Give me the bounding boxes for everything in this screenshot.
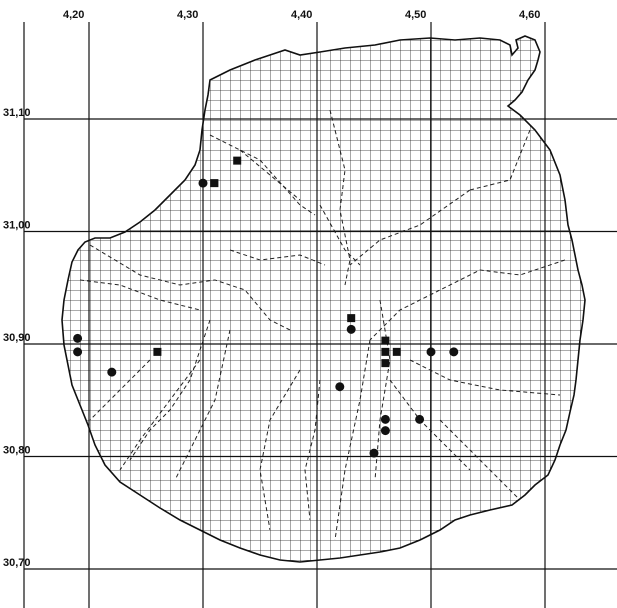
- drainage-line: [229, 249, 326, 266]
- drainage-line: [334, 339, 371, 541]
- circle-marker: [380, 426, 390, 436]
- y-label: 30,90: [3, 332, 31, 344]
- island-outline: [61, 35, 586, 563]
- x-label: 4,30: [177, 9, 198, 21]
- drainage-line: [89, 359, 151, 421]
- drainage-line: [409, 359, 561, 396]
- drainage-line: [319, 204, 361, 266]
- drainage-line: [89, 244, 291, 331]
- square-marker: [153, 347, 162, 356]
- drainage-line: [119, 359, 201, 471]
- square-marker: [210, 179, 219, 188]
- drainage-line: [129, 319, 211, 461]
- drainage-line: [304, 379, 321, 521]
- circle-marker: [380, 414, 390, 424]
- y-label: 30,70: [3, 557, 31, 569]
- x-label: 4,60: [519, 9, 540, 21]
- square-marker: [381, 359, 390, 368]
- circle-marker: [73, 347, 83, 357]
- circle-marker: [73, 333, 83, 343]
- square-marker: [392, 347, 401, 356]
- drainage-line: [329, 109, 351, 286]
- y-label: 31,00: [3, 220, 31, 232]
- drainage-line: [439, 419, 521, 501]
- square-marker: [347, 314, 356, 323]
- drainage-line: [174, 329, 231, 481]
- y-label: 31,10: [3, 107, 31, 119]
- circle-marker: [426, 347, 436, 357]
- square-marker: [381, 336, 390, 345]
- drainage-line: [239, 149, 301, 201]
- circle-marker: [198, 178, 208, 188]
- square-marker: [381, 347, 390, 356]
- drainage-line: [389, 379, 471, 471]
- major-grid: [23, 22, 617, 608]
- x-label: 4,20: [63, 9, 84, 21]
- drainage-line: [209, 134, 316, 216]
- y-label: 30,80: [3, 445, 31, 457]
- drainage-line: [469, 129, 531, 191]
- circle-marker: [369, 448, 379, 458]
- drainage-line: [374, 299, 391, 481]
- circle-marker: [346, 324, 356, 334]
- circle-marker: [107, 367, 117, 377]
- circle-marker: [335, 382, 345, 392]
- drainage-lines: [79, 109, 566, 541]
- coordinate-labels: 4,20 4,30 4,40 4,50 4,60 31,10 31,00 30,90 30,80…: [3, 9, 540, 569]
- square-marker: [233, 156, 242, 165]
- circle-marker: [449, 347, 459, 357]
- x-label: 4,50: [405, 9, 426, 21]
- circle-marker: [415, 414, 425, 424]
- drainage-line: [369, 259, 566, 341]
- occurrence-symbols: [73, 156, 459, 458]
- drainage-line: [259, 369, 301, 531]
- drainage-line: [349, 189, 471, 266]
- x-label: 4,40: [291, 9, 312, 21]
